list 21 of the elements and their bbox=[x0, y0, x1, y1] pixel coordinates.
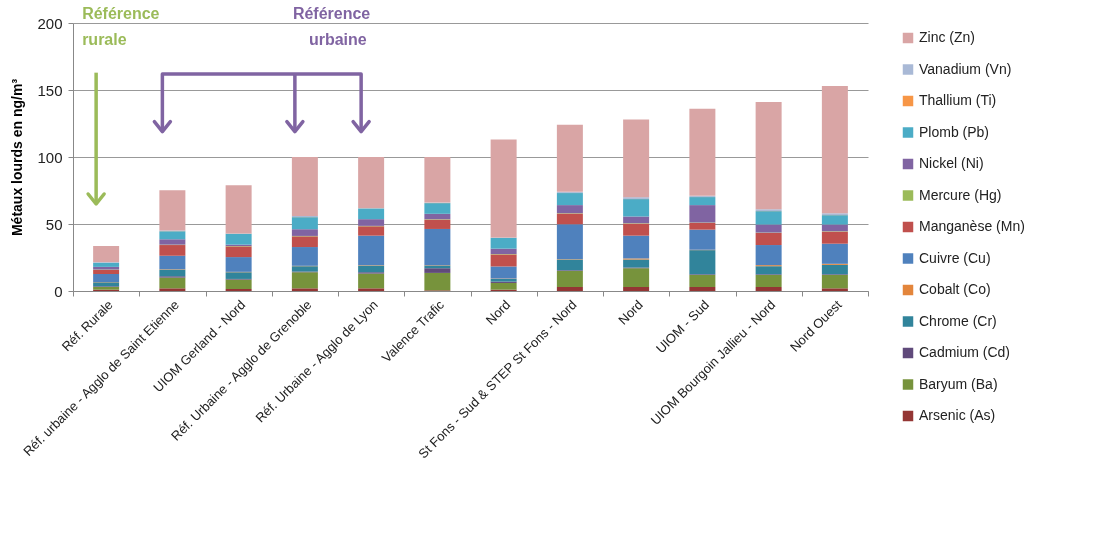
legend-label: Vanadium (Vn) bbox=[919, 60, 1012, 77]
legend-label: Zinc (Zn) bbox=[919, 29, 975, 45]
legend-label: Plomb (Pb) bbox=[919, 123, 990, 140]
y-tick-label: 100 bbox=[37, 148, 63, 166]
annotation: Référence rurale bbox=[82, 5, 160, 48]
legend-label: Baryum (Ba) bbox=[919, 375, 998, 392]
y-tick-label: 0 bbox=[54, 282, 63, 300]
legend-label: Manganèse (Mn) bbox=[919, 218, 1025, 234]
y-tick-label: 50 bbox=[45, 215, 63, 233]
annotation: Référence urbaine bbox=[292, 5, 371, 48]
legend-label: Nickel (Ni) bbox=[919, 155, 984, 171]
legend-label: Cuivre (Cu) bbox=[919, 249, 991, 266]
legend-label: Mercure (Hg) bbox=[919, 186, 1002, 203]
legend-label: Cobalt (Co) bbox=[919, 281, 991, 297]
y-axis-title: Métaux lourds en ng/m³ bbox=[9, 78, 26, 237]
y-tick-label: 150 bbox=[37, 81, 63, 99]
legend-label: Arsenic (As) bbox=[919, 407, 996, 423]
legend-label: Chrome (Cr) bbox=[919, 312, 997, 329]
legend-label: Thallium (Ti) bbox=[919, 92, 997, 108]
legend-label: Cadmium (Cd) bbox=[919, 344, 1011, 360]
y-tick-label: 200 bbox=[37, 14, 63, 32]
